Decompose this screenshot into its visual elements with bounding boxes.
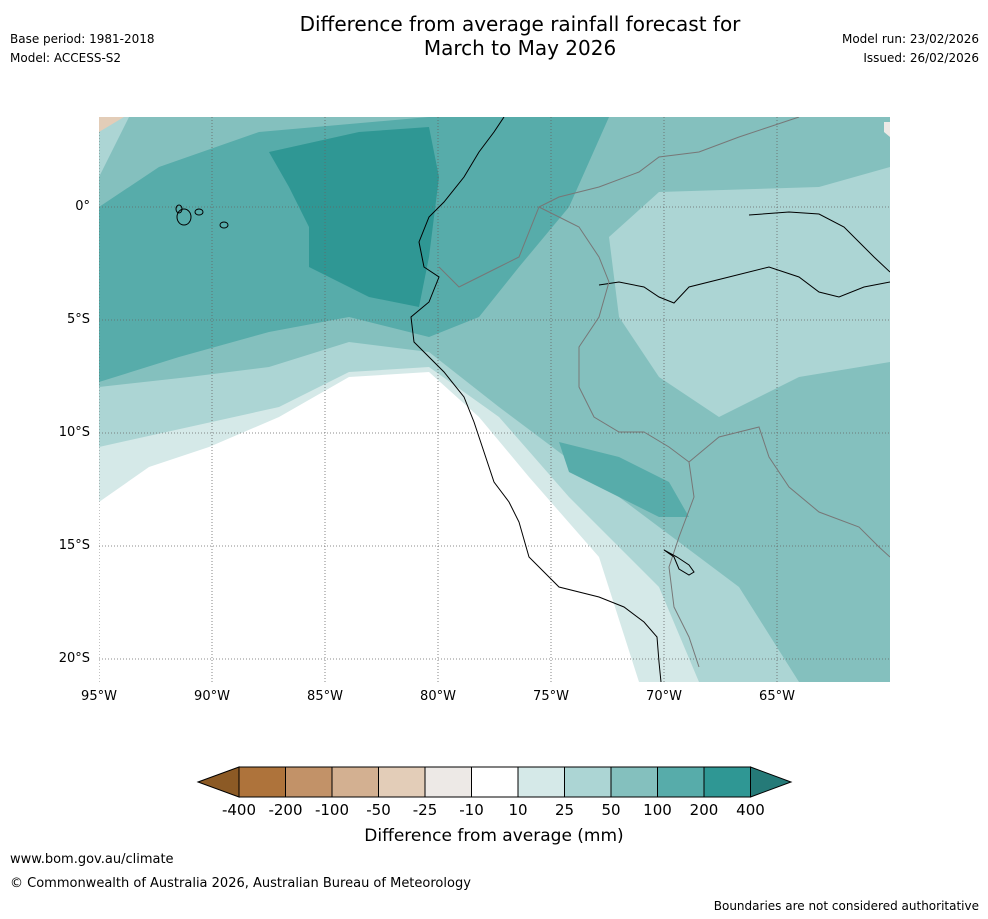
map-title: Difference from average rainfall forecas… <box>0 12 988 60</box>
colorbar-label: -100 <box>314 801 350 819</box>
colorbar-swatch <box>517 766 565 798</box>
dry-patch-ne <box>884 122 890 137</box>
contour-100-200-inland <box>559 442 689 517</box>
colorbar-arrow-left <box>196 766 240 798</box>
graticule <box>99 117 890 682</box>
border-peru-brazil <box>578 281 700 668</box>
colorbar-swatch <box>238 766 286 798</box>
lon-label-70w: 70°W <box>646 689 682 704</box>
lat-label-0: 0° <box>75 199 90 214</box>
colorbar-swatch <box>564 766 612 798</box>
colorbar-swatch <box>703 766 751 798</box>
lake-titicaca <box>663 549 695 576</box>
colorbar-label: -25 <box>412 801 438 819</box>
colorbar-label: -400 <box>221 801 257 819</box>
copyright: © Commonwealth of Australia 2026, Austra… <box>10 876 471 891</box>
galapagos-islands <box>175 204 229 229</box>
colorbar-label: 400 <box>736 801 765 819</box>
lon-label-90w: 90°W <box>194 689 230 704</box>
colorbar-arrow-right <box>750 766 793 798</box>
map-title-line2: March to May 2026 <box>423 36 617 60</box>
colorbar-swatch <box>331 766 379 798</box>
lon-label-95w: 95°W <box>81 689 117 704</box>
contour-200-400 <box>269 127 439 307</box>
disclaimer: Boundaries are not considered authoritat… <box>713 899 979 913</box>
issued-date: Issued: 26/02/2026 <box>863 51 979 65</box>
coastline <box>410 117 662 682</box>
colorbar-swatch <box>424 766 472 798</box>
model-run: Model run: 23/02/2026 <box>841 32 979 46</box>
map-title-line1: Difference from average rainfall forecas… <box>299 12 741 36</box>
colorbar-swatch <box>285 766 333 798</box>
river-north <box>748 211 890 273</box>
colorbar-label: -10 <box>459 801 484 819</box>
colorbar-label: 50 <box>601 801 621 819</box>
lon-label-80w: 80°W <box>420 689 456 704</box>
rainfall-map <box>99 117 890 682</box>
rainfall-map-svg <box>99 117 890 682</box>
colorbar-label: 100 <box>643 801 672 819</box>
colorbar-label: 25 <box>554 801 575 819</box>
colorbar-title: Difference from average (mm) <box>364 826 624 846</box>
colorbar-label: -200 <box>268 801 303 819</box>
border-colombia <box>538 117 800 208</box>
colorbar <box>196 766 793 798</box>
base-period: Base period: 1981-2018 <box>10 32 155 46</box>
colorbar-label: 200 <box>689 801 719 819</box>
lon-label-65w: 65°W <box>759 689 795 704</box>
lat-label-5s: 5°S <box>66 312 90 327</box>
dry-patch-nw <box>99 117 124 132</box>
border-bolivia <box>688 426 890 558</box>
border-ecuador-peru <box>438 206 610 288</box>
website-link[interactable]: www.bom.gov.au/climate <box>10 852 174 867</box>
colorbar-label: 10 <box>508 801 528 819</box>
lat-label-20s: 20°S <box>58 651 90 666</box>
lat-label-15s: 15°S <box>58 538 90 553</box>
colorbar-swatch <box>610 766 658 798</box>
amazon-river <box>598 266 890 304</box>
model-name: Model: ACCESS-S2 <box>10 51 122 65</box>
lon-label-75w: 75°W <box>533 689 569 704</box>
lat-label-10s: 10°S <box>58 425 90 440</box>
colorbar-swatch <box>657 766 705 798</box>
lon-label-85w: 85°W <box>307 689 343 704</box>
colorbar-swatch <box>378 766 426 798</box>
colorbar-swatch <box>471 766 519 798</box>
colorbar-label: -50 <box>366 801 391 819</box>
